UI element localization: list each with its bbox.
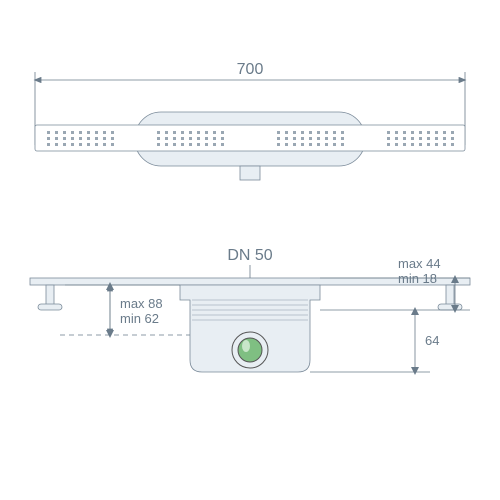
body-depth-min: min 62 (120, 311, 159, 326)
side-view: DN 50 (30, 247, 470, 375)
outlet-pipe (238, 338, 262, 362)
dim-width-label: 700 (237, 61, 264, 78)
flange-max: max 44 (398, 256, 441, 271)
pipe-label: DN 50 (227, 247, 272, 264)
top-view: 700 (35, 61, 465, 180)
top-channel (35, 125, 465, 151)
top-outlet-stub (240, 166, 260, 180)
flange-min: min 18 (398, 271, 437, 286)
underside-offset: 64 (425, 333, 439, 348)
foot-right (438, 285, 462, 310)
foot-left (38, 285, 62, 310)
body-depth-max: max 88 (120, 296, 163, 311)
